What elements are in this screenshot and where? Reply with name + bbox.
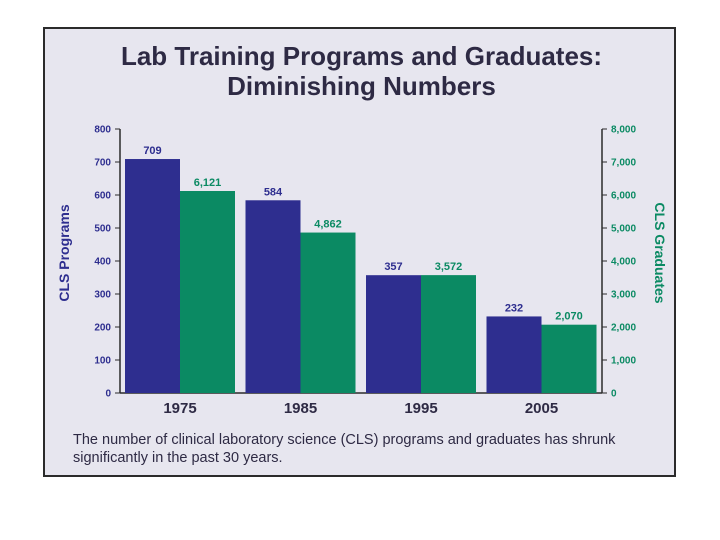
chart-title: Lab Training Programs and Graduates: Dim… <box>45 41 678 101</box>
data-label-graduates: 2,070 <box>555 311 583 323</box>
data-label-programs: 357 <box>384 261 402 273</box>
y-tick-label-right: 8,000 <box>611 125 636 136</box>
chart-title-line-1: Lab Training Programs and Graduates: <box>120 41 603 71</box>
chart-panel: Lab Training Programs and Graduates: Dim… <box>43 27 676 477</box>
y-tick-label-right: 3,000 <box>611 290 636 301</box>
x-category-label: 1995 <box>404 400 437 417</box>
data-label-graduates: 3,572 <box>435 261 463 273</box>
y-tick-label-left: 200 <box>94 323 111 334</box>
y-tick-label-left: 0 <box>105 389 111 400</box>
y-axis-title-left: CLS Programs <box>56 204 72 301</box>
y-tick-label-right: 1,000 <box>611 356 636 367</box>
y-tick-label-right: 7,000 <box>611 158 636 169</box>
y-tick-label-right: 4,000 <box>611 257 636 268</box>
x-category-label: 1975 <box>163 400 196 417</box>
data-label-graduates: 4,862 <box>314 219 342 231</box>
y-tick-label-right: 6,000 <box>611 191 636 202</box>
x-category-label: 1985 <box>284 400 317 417</box>
y-tick-label-right: 2,000 <box>611 323 636 334</box>
data-label-programs: 232 <box>505 302 523 314</box>
chart-subtitle: Diminishing Numbers <box>227 71 496 101</box>
bar-programs <box>245 200 301 393</box>
y-tick-label-left: 100 <box>94 356 111 367</box>
bar-programs <box>125 159 180 393</box>
data-label-programs: 584 <box>264 186 283 198</box>
y-tick-label-left: 700 <box>94 158 111 169</box>
chart-caption: The number of clinical laboratory scienc… <box>73 432 616 466</box>
bar-programs <box>366 275 421 393</box>
bar-graduates <box>421 275 476 393</box>
bar-programs <box>486 316 542 393</box>
bar-graduates <box>300 232 356 393</box>
y-tick-label-left: 300 <box>94 290 111 301</box>
y-axis-title-right: CLS Graduates <box>652 202 668 303</box>
y-tick-label-left: 800 <box>94 125 111 136</box>
bar-graduates <box>541 324 597 393</box>
chart-plot: 0 100 200 300 400 500 600 700 800 0 1,000 2,000 3,00… <box>56 125 668 418</box>
data-label-programs: 709 <box>143 145 161 157</box>
x-category-label: 2005 <box>525 400 558 417</box>
data-label-graduates: 6,121 <box>194 177 222 189</box>
y-tick-label-left: 400 <box>94 257 111 268</box>
y-tick-label-right: 0 <box>611 389 617 400</box>
y-tick-label-left: 600 <box>94 191 111 202</box>
y-tick-label-left: 500 <box>94 224 111 235</box>
y-tick-label-right: 5,000 <box>611 224 636 235</box>
bar-graduates <box>180 191 235 393</box>
